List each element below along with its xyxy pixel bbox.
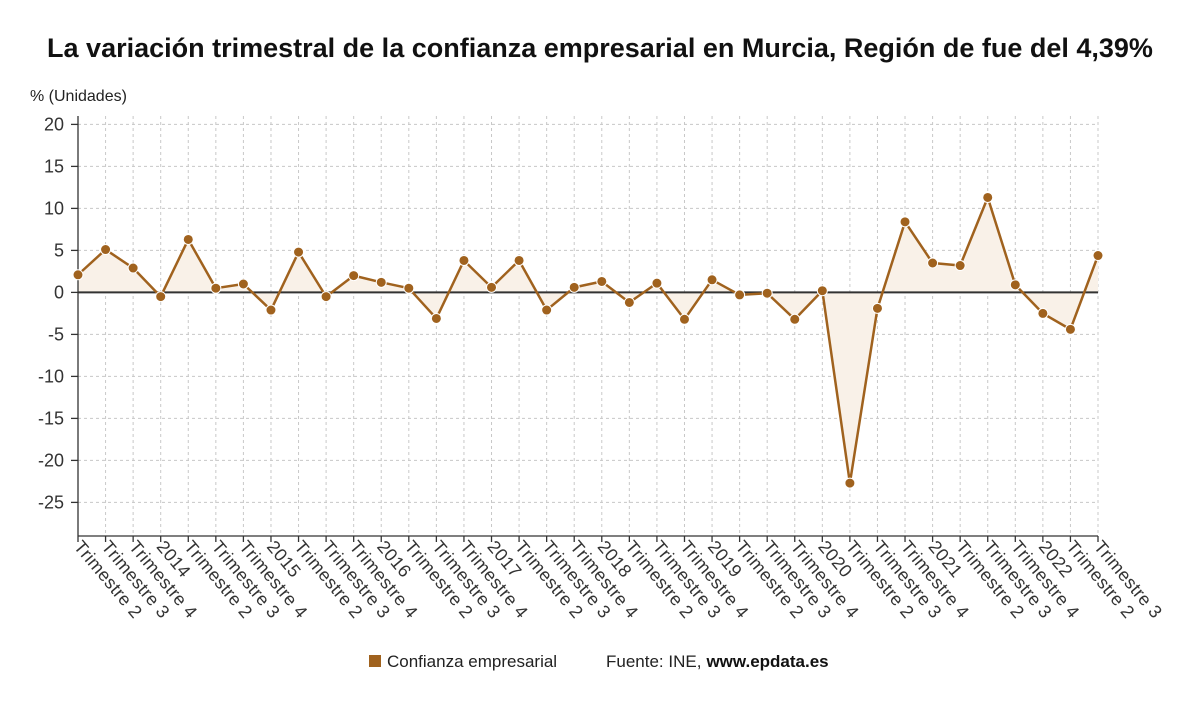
- area-layer: [78, 197, 1098, 484]
- source-credit: Fuente: INE, www.epdata.es: [606, 652, 829, 671]
- data-point: [348, 270, 360, 282]
- axes: [71, 116, 1099, 542]
- y-tick-label: -15: [38, 408, 64, 428]
- data-point: [182, 233, 194, 245]
- data-point: [816, 285, 828, 297]
- data-point: [1064, 323, 1076, 335]
- data-point: [403, 282, 415, 294]
- data-point: [210, 282, 222, 294]
- data-point: [486, 281, 498, 293]
- series-confianza-empresarial: [72, 191, 1104, 489]
- y-axis-label: % (Unidades): [30, 88, 127, 105]
- y-tick-label: -20: [38, 450, 64, 470]
- data-point: [513, 254, 525, 266]
- y-tick-label: 20: [44, 114, 64, 134]
- data-point: [237, 278, 249, 290]
- data-point: [127, 262, 139, 274]
- data-point: [871, 302, 883, 314]
- data-point: [761, 287, 773, 299]
- y-tick-label: -25: [38, 492, 64, 512]
- legend: Confianza empresarial: [369, 652, 557, 671]
- y-tick-labels: 20 15 10 5 0 -5 -10 -15 -20 -25: [38, 114, 64, 512]
- data-point: [596, 275, 608, 287]
- data-point: [1037, 307, 1049, 319]
- data-point: [844, 477, 856, 489]
- data-point: [293, 246, 305, 258]
- data-point: [789, 313, 801, 325]
- data-point: [320, 291, 332, 303]
- source-link[interactable]: www.epdata.es: [705, 652, 828, 671]
- legend-swatch: [369, 655, 381, 667]
- data-point: [954, 260, 966, 272]
- data-point: [899, 216, 911, 228]
- data-point: [927, 257, 939, 269]
- data-point: [651, 277, 663, 289]
- series-area: [78, 197, 1098, 484]
- data-point: [678, 313, 690, 325]
- y-tick-label: -5: [48, 324, 64, 344]
- y-tick-label: 10: [44, 198, 64, 218]
- data-point: [623, 296, 635, 308]
- y-tick-label: 15: [44, 156, 64, 176]
- legend-label: Confianza empresarial: [387, 652, 557, 671]
- y-tick-label: 0: [54, 282, 64, 302]
- data-point: [430, 312, 442, 324]
- y-tick-label: 5: [54, 240, 64, 260]
- data-point: [100, 244, 112, 256]
- data-point: [155, 291, 167, 303]
- data-point: [734, 289, 746, 301]
- grid: [78, 116, 1099, 536]
- data-point: [1009, 279, 1021, 291]
- y-tick-label: -10: [38, 366, 64, 386]
- data-point: [1092, 250, 1104, 262]
- data-point: [72, 269, 84, 281]
- data-point: [375, 276, 387, 288]
- chart-title: La variación trimestral de la confianza …: [47, 33, 1153, 63]
- data-point: [265, 304, 277, 316]
- data-point: [706, 274, 718, 286]
- data-point: [982, 191, 994, 203]
- data-point: [458, 254, 470, 266]
- data-point: [568, 281, 580, 293]
- series-line: [77, 196, 1100, 485]
- source-label: Fuente: INE,: [606, 652, 701, 671]
- data-point: [541, 304, 553, 316]
